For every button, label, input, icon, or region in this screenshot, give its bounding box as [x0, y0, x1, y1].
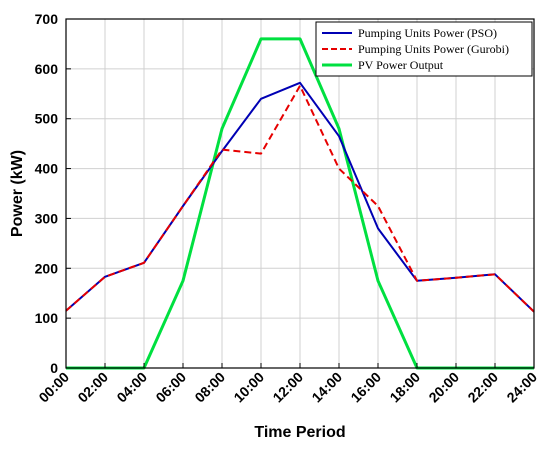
x-tick-label: 02:00	[74, 369, 111, 406]
y-axis-title: Power (kW)	[9, 150, 26, 237]
y-tick-label: 400	[35, 161, 59, 177]
legend-label: PV Power Output	[358, 58, 444, 72]
y-tick-label: 500	[35, 111, 59, 127]
y-tick-label: 600	[35, 61, 59, 77]
x-tick-label: 18:00	[386, 369, 423, 406]
legend-label: Pumping Units Power (Gurobi)	[358, 42, 509, 56]
x-tick-label: 24:00	[503, 369, 540, 406]
legend: Pumping Units Power (PSO) Pumping Units P…	[315, 21, 533, 77]
x-tick-label: 20:00	[425, 369, 462, 406]
x-axis-title: Time Period	[254, 424, 345, 441]
x-tick-label: 22:00	[464, 369, 501, 406]
x-tick-label: 08:00	[191, 369, 228, 406]
x-tick-label: 04:00	[113, 369, 150, 406]
y-tick-label: 0	[50, 360, 58, 376]
y-tick-labels: 0 100 200 300 400 500 600 700	[35, 11, 71, 376]
x-tick-label: 06:00	[152, 369, 189, 406]
series-line-gurobi	[65, 84, 535, 313]
x-tick-label: 12:00	[269, 369, 306, 406]
x-tick-label: 10:00	[230, 369, 267, 406]
y-tick-label: 200	[35, 260, 59, 276]
y-tick-label: 300	[35, 210, 59, 226]
x-tick-label: 16:00	[347, 369, 384, 406]
x-tick-label: 14:00	[308, 369, 345, 406]
legend-label: Pumping Units Power (PSO)	[358, 26, 497, 40]
y-tick-label: 700	[35, 11, 59, 27]
y-tick-label: 100	[35, 310, 59, 326]
